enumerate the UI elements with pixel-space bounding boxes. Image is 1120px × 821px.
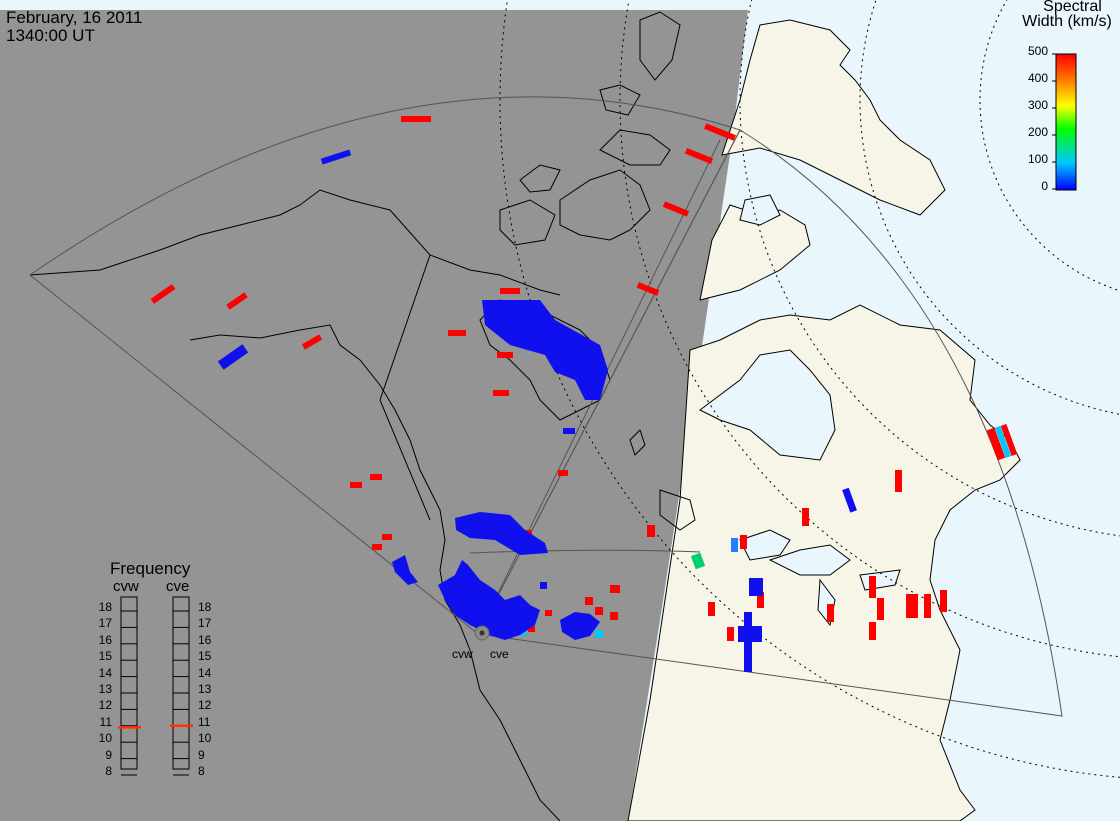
colorbar-tick-label: 0 bbox=[1041, 179, 1048, 193]
frequency-ladder-cve bbox=[172, 596, 190, 770]
night-side bbox=[0, 10, 748, 821]
backscatter-red bbox=[150, 116, 1018, 641]
colorbar-tick-label: 200 bbox=[1027, 125, 1048, 139]
frequency-tick-right: 18 bbox=[198, 600, 212, 614]
frequency-tick-right: 12 bbox=[198, 698, 212, 713]
frequency-tick-left: 13 bbox=[98, 682, 112, 696]
frequency-tick-right: 17 bbox=[198, 616, 212, 631]
frequency-tick-right: 10 bbox=[198, 731, 212, 746]
frequency-radar-cvw: cvw bbox=[113, 578, 139, 595]
time-label: 1340:00 UT bbox=[6, 26, 95, 45]
colorbar-tick-label: 100 bbox=[1027, 152, 1048, 166]
frequency-title: Frequency bbox=[110, 559, 191, 578]
frequency-ladder-rungs bbox=[121, 610, 189, 776]
frequency-tick-left: 18 bbox=[98, 600, 112, 614]
frequency-tick-left: 12 bbox=[98, 698, 112, 713]
frequency-tick-right: 15 bbox=[198, 649, 212, 664]
frequency-tick-left: 14 bbox=[98, 665, 112, 680]
day-water bbox=[699, 194, 901, 627]
frequency-tick-left: 16 bbox=[98, 632, 112, 647]
frequency-tick-left: 17 bbox=[98, 616, 112, 631]
frequency-tick-left: 15 bbox=[98, 649, 112, 664]
frequency-tick-left: 10 bbox=[98, 731, 112, 746]
frequency-radar-cve: cve bbox=[166, 578, 190, 595]
spectral-width-colorbar bbox=[1055, 53, 1077, 191]
frequency-tick-right: 8 bbox=[198, 764, 205, 778]
frequency-tick-right: 9 bbox=[198, 747, 205, 762]
colorbar-title-1: Spectral bbox=[1043, 0, 1102, 15]
colorbar-ticks bbox=[1052, 53, 1056, 190]
frequency-tick-left: 9 bbox=[105, 747, 112, 762]
frequency-tick-left: 8 bbox=[105, 764, 112, 778]
backscatter-blue bbox=[217, 149, 857, 672]
radar-label-cve: cve bbox=[490, 647, 509, 661]
radar-site-icon bbox=[474, 625, 490, 641]
latitude-grid bbox=[499, 0, 1120, 778]
frequency-tick-right: 11 bbox=[198, 714, 211, 729]
frequency-tick-right: 13 bbox=[198, 682, 212, 696]
frequency-tick-right: 14 bbox=[198, 665, 212, 680]
radar-label-cvw: cvw bbox=[452, 647, 473, 661]
colorbar-tick-label: 300 bbox=[1027, 98, 1048, 112]
frequency-tick-right: 16 bbox=[198, 632, 212, 647]
colorbar-tick-label: 500 bbox=[1027, 44, 1048, 58]
frequency-tick-left: 11 bbox=[99, 714, 112, 729]
colorbar-tick-label: 400 bbox=[1027, 71, 1048, 85]
date-label: February, 16 2011 bbox=[6, 8, 143, 27]
colorbar-title-2: Width (km/s) bbox=[1022, 13, 1112, 30]
frequency-ladder-cvw bbox=[120, 596, 138, 770]
